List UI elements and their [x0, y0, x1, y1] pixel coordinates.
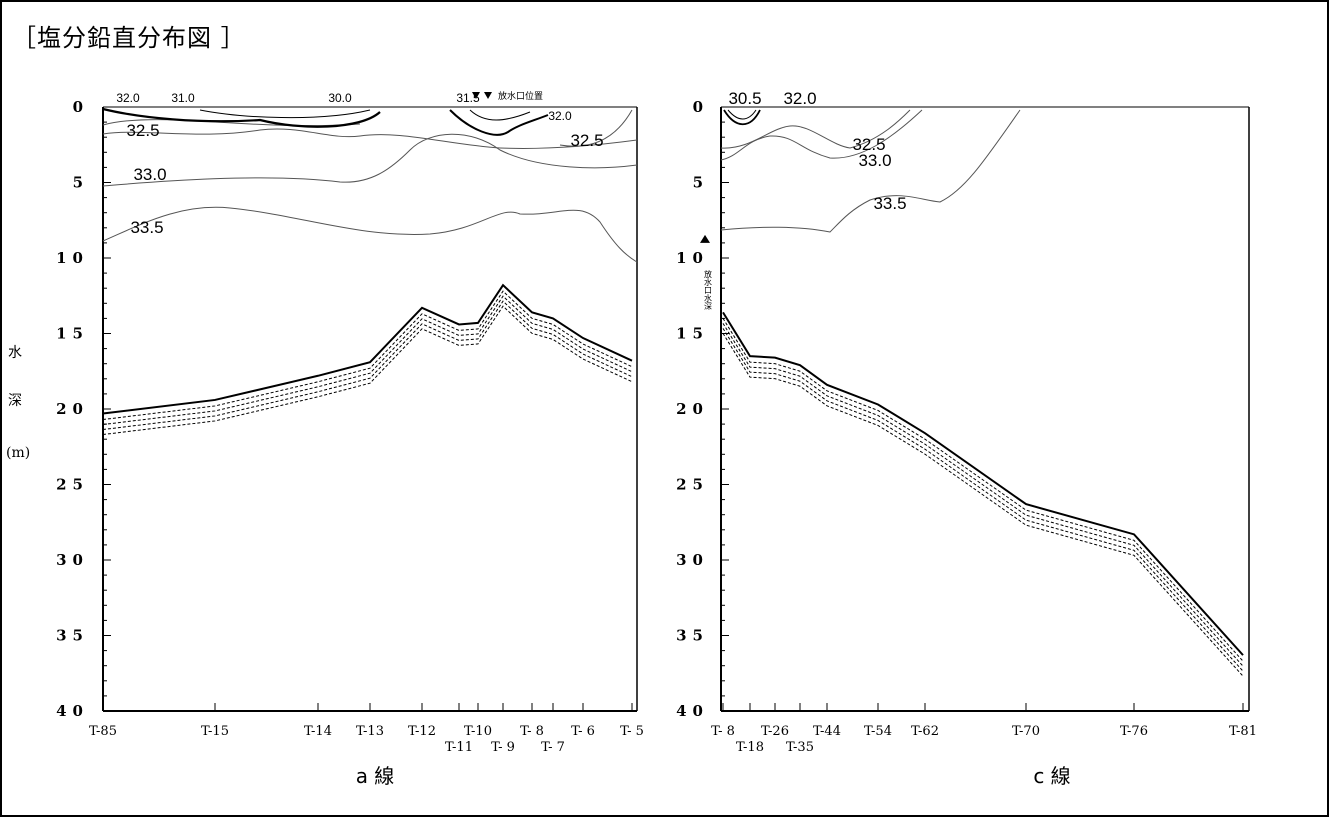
- seabed-hatch-line: [102, 295, 633, 426]
- station-label: T-15: [201, 724, 229, 739]
- outlet-marker-icon: [484, 92, 492, 99]
- contour-label: 33.5: [873, 194, 906, 213]
- y-tick-label: 35: [56, 627, 89, 645]
- y-tick-label: 0: [693, 98, 709, 116]
- station-label: T- 7: [541, 740, 565, 755]
- outlet-marker-icon: [472, 92, 480, 99]
- seabed-hatch-line: [722, 323, 1244, 667]
- contour-label: 30.0: [328, 91, 352, 105]
- y-tick-label: 5: [73, 174, 89, 192]
- seabed-line: [722, 311, 1244, 656]
- y-tick-label: 15: [676, 325, 709, 343]
- station-label: T-85: [89, 724, 117, 739]
- contour-line: [720, 109, 1021, 233]
- y-tick-label: 25: [676, 476, 709, 494]
- station-label: T-10: [464, 724, 492, 739]
- contour-line: [102, 206, 638, 263]
- contour-line: [723, 109, 761, 126]
- y-axis-label-2: 深: [8, 393, 22, 409]
- contour-label: 32.5: [570, 131, 603, 150]
- page-title: ［塩分鉛直分布図 ］: [12, 24, 246, 52]
- station-label: T-12: [408, 724, 436, 739]
- station-label: T- 5: [620, 724, 644, 739]
- station-label: T-70: [1012, 724, 1040, 739]
- panel-c: 0 5 10 15 20 25 30 35 40T- 8 T-26 T-44 T-54 T-62 T-70…: [676, 89, 1257, 788]
- station-label: T-13: [356, 724, 384, 739]
- station-label: T-44: [813, 724, 841, 739]
- contour-line: [199, 109, 371, 119]
- station-label: T- 8: [520, 724, 544, 739]
- contour-line: [559, 109, 633, 147]
- y-tick-label: 5: [693, 174, 709, 192]
- contour-label: 32.0: [548, 109, 572, 123]
- y-tick-label: 40: [676, 702, 709, 720]
- y-tick-label: 30: [676, 551, 709, 569]
- seabed-hatch-line: [722, 333, 1244, 677]
- contour-line: [720, 109, 911, 149]
- y-tick-label: 10: [56, 249, 89, 267]
- station-label: T-81: [1229, 724, 1257, 739]
- contour-line: [727, 109, 757, 120]
- panel-label: c 線: [1033, 764, 1070, 788]
- contour-label: 31.5: [456, 91, 480, 105]
- contour-label: 30.5: [728, 89, 761, 108]
- station-label: T- 6: [571, 724, 595, 739]
- contour-label: 31.0: [171, 91, 195, 105]
- y-tick-label: 25: [56, 476, 89, 494]
- outlet-depth-marker-icon: [700, 234, 710, 243]
- contour-label: 32.0: [783, 89, 816, 108]
- contour-label: 33.0: [858, 151, 891, 170]
- contour-label: 32.5: [126, 121, 159, 140]
- y-tick-label: 30: [56, 551, 89, 569]
- y-tick-label: 40: [56, 702, 89, 720]
- seabed-hatch-line: [102, 300, 633, 431]
- seabed-hatch-line: [102, 290, 633, 421]
- station-label: T-26: [761, 724, 789, 739]
- panel-label: a 線: [356, 764, 395, 788]
- y-tick-label: 15: [56, 325, 89, 343]
- seabed-hatch-line: [102, 305, 633, 436]
- outlet-legend-label: 放水口位置: [498, 90, 543, 102]
- station-label: T- 9: [491, 740, 515, 755]
- seabed-hatch-line: [722, 328, 1244, 672]
- station-label: T-14: [304, 724, 332, 739]
- contour-line: [102, 107, 381, 128]
- contour-label: 33.5: [130, 218, 163, 237]
- station-label: T-76: [1120, 724, 1148, 739]
- panel-a: 0 5 10 15 20 25 30 35 40T-85 T-15 T-14 T-13 T-12 T-10…: [56, 90, 644, 788]
- station-label: T-18: [736, 740, 764, 755]
- y-tick-label: 0: [73, 98, 89, 116]
- y-tick-label: 20: [56, 400, 89, 418]
- y-tick-label: 20: [676, 400, 709, 418]
- contour-line: [449, 109, 549, 136]
- y-tick-label: 35: [676, 627, 709, 645]
- station-label: T-62: [911, 724, 939, 739]
- contour-line: [720, 109, 923, 161]
- y-tick-label: 10: [676, 249, 709, 267]
- seabed-line: [102, 283, 633, 415]
- seabed-hatch-line: [722, 318, 1244, 662]
- station-label: T- 8: [711, 724, 735, 739]
- station-label: T-11: [445, 740, 473, 755]
- station-label: T-35: [786, 740, 814, 755]
- contour-label: 32.0: [116, 91, 140, 105]
- contour-line: [102, 133, 638, 187]
- y-axis-label-1: 水: [8, 345, 22, 361]
- y-axis-label-3: (m): [6, 445, 30, 461]
- contour-label: 32.5: [852, 135, 885, 154]
- contour-line: [469, 109, 531, 121]
- outlet-depth-label: 放水口水深: [704, 269, 713, 311]
- contour-label: 33.0: [133, 165, 166, 184]
- station-label: T-54: [864, 724, 892, 739]
- contour-line: [102, 128, 638, 149]
